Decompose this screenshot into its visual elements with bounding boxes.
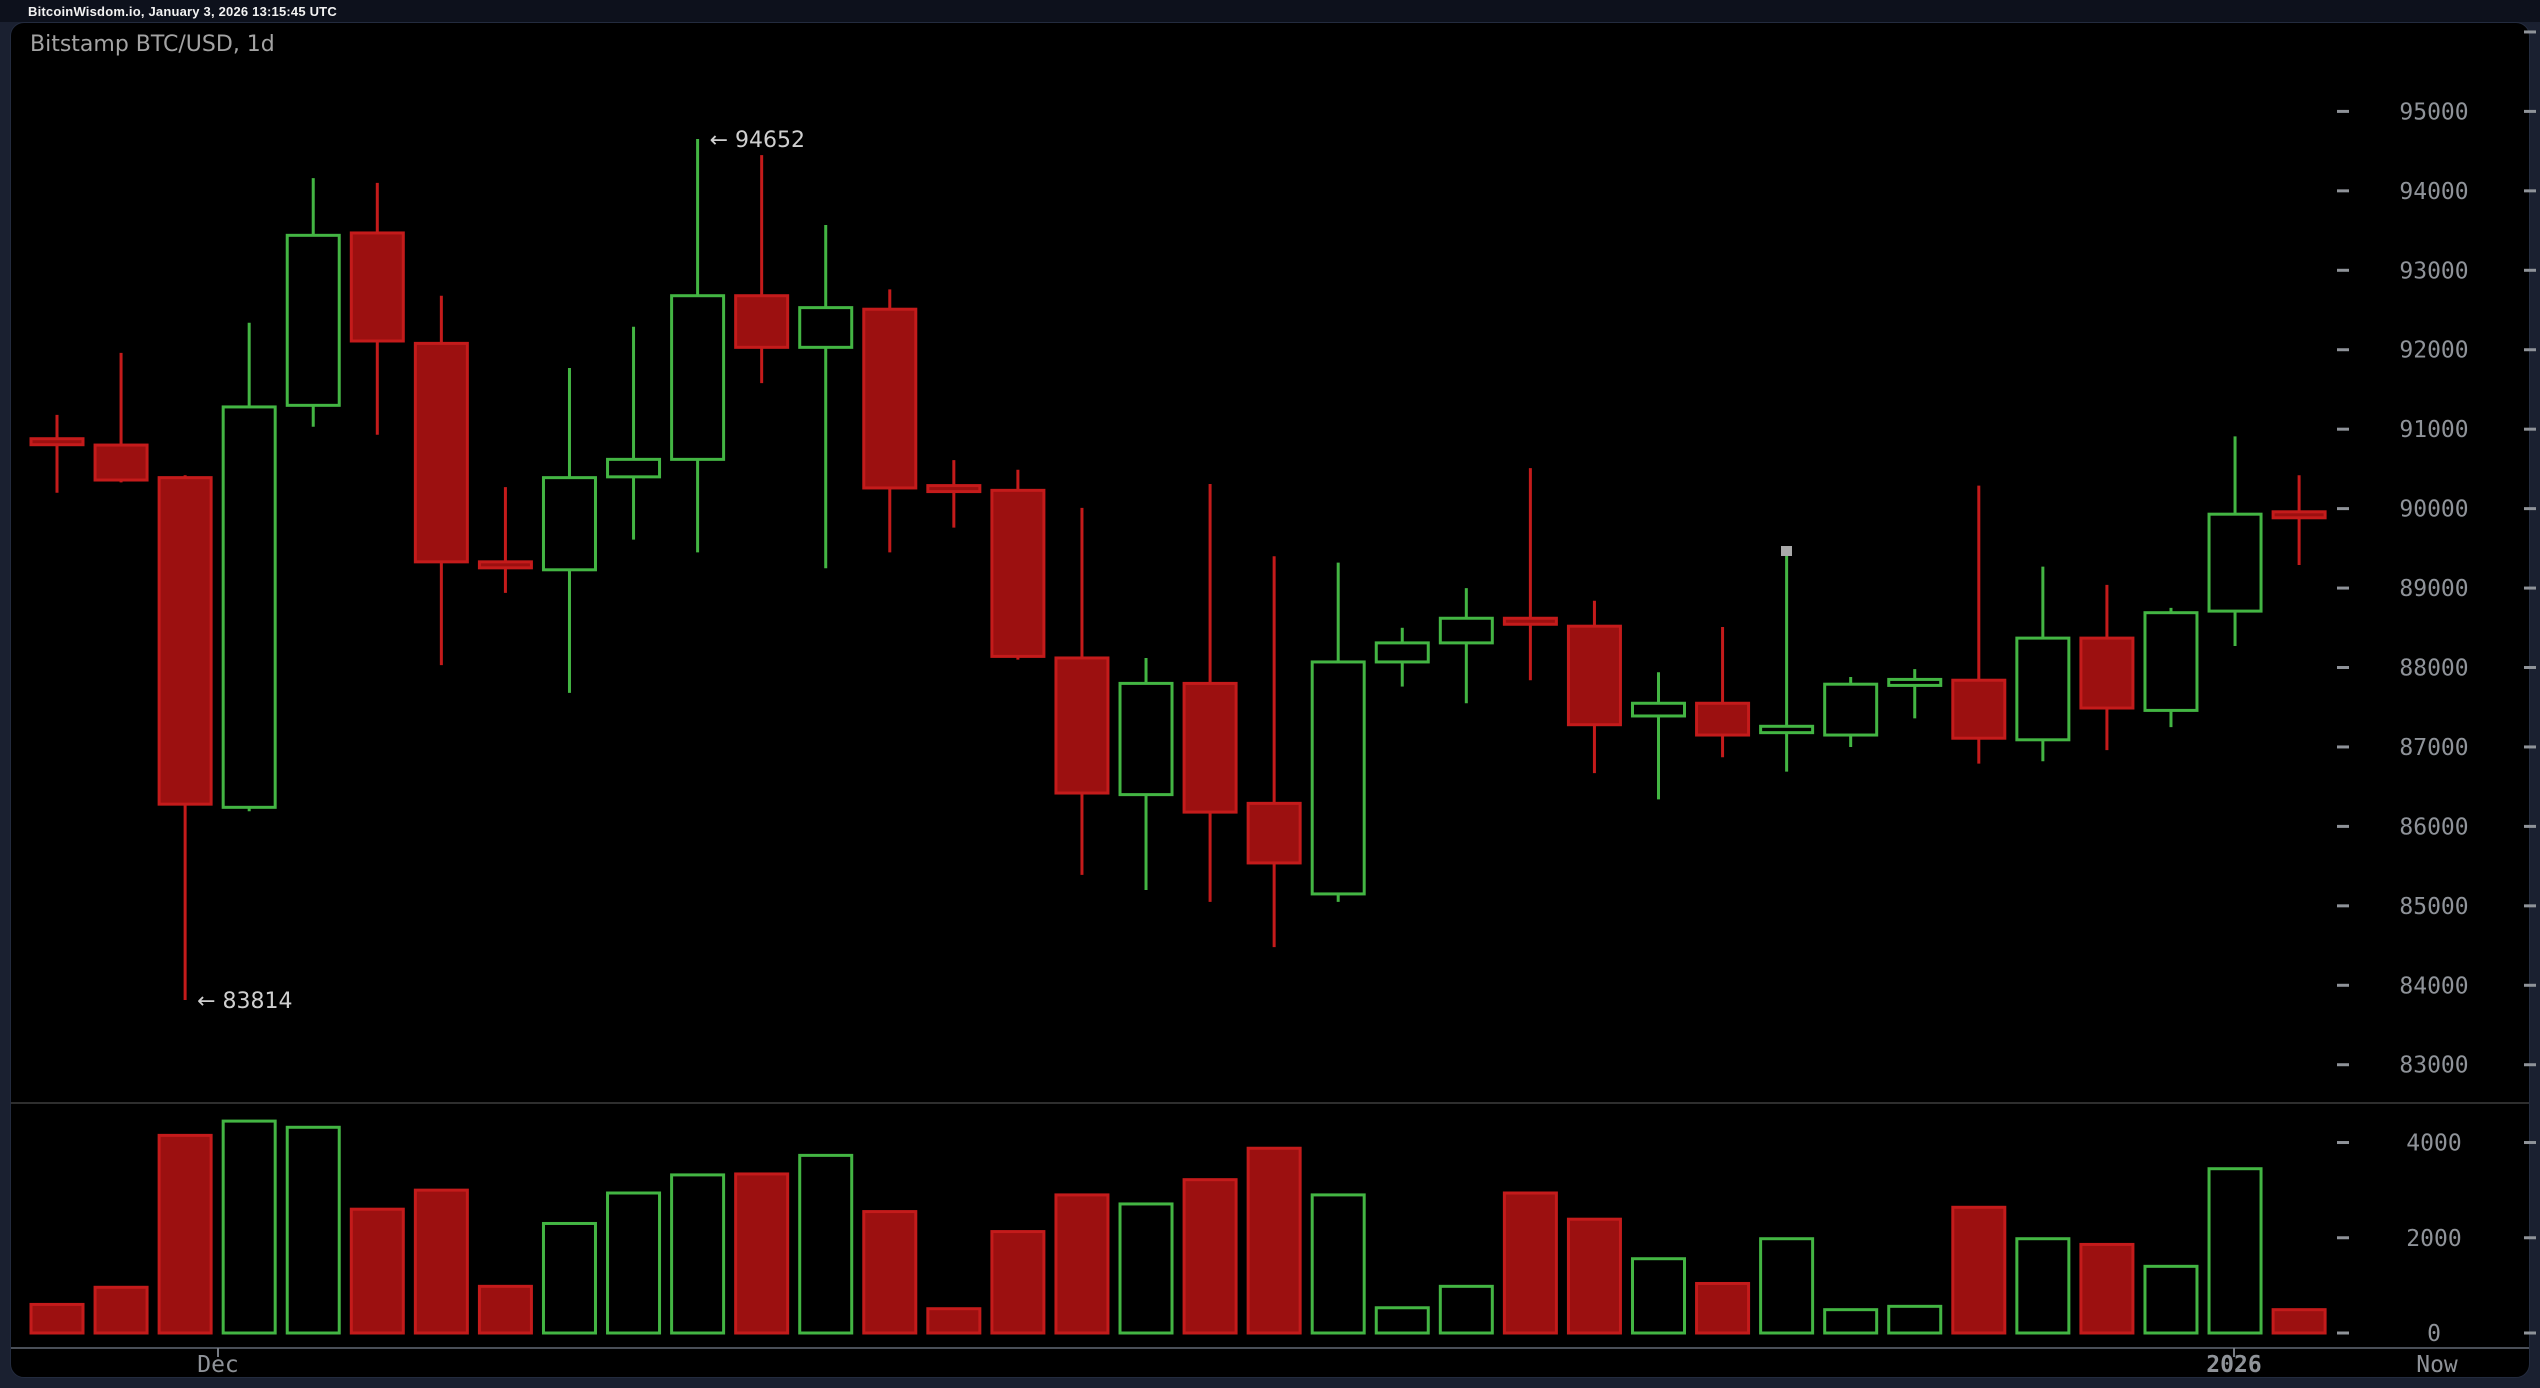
price-axis-label: 84000 (2399, 973, 2468, 999)
candle-body-up (1374, 641, 1430, 664)
candle-body-up (2015, 636, 2071, 742)
chart-title: Bitstamp BTC/USD, 1d (30, 32, 275, 57)
volume-bar-up (1118, 1202, 1174, 1335)
high-price-annotation: ← 94652 (710, 128, 805, 153)
candle-body-up (221, 405, 277, 809)
top-status-bar: BitcoinWisdom.io, January 3, 2026 13:15:… (0, 0, 2540, 22)
low-price-annotation: ← 83814 (197, 989, 292, 1014)
volume-bar-up (1438, 1284, 1494, 1335)
candle-body-down (157, 476, 213, 806)
candle-body-down (477, 560, 533, 570)
time-axis-label: 2026 (2206, 1352, 2261, 1378)
volume-bar-up (1310, 1193, 1366, 1335)
volume-bar-down (1951, 1205, 2007, 1335)
candle-body-down (1054, 656, 1110, 795)
candle-body-down (1951, 678, 2007, 740)
volume-bar-up (1374, 1306, 1430, 1335)
volume-bar-down (926, 1307, 982, 1335)
price-axis-label: 92000 (2399, 338, 2468, 364)
candle-body-down (734, 294, 790, 349)
candle-body-up (1823, 682, 1879, 737)
candle-body-down (1246, 801, 1302, 865)
candle-body-down (862, 307, 918, 490)
volume-bar-down (157, 1133, 213, 1335)
candle-body-up (1759, 724, 1815, 735)
volume-bar-up (1631, 1257, 1686, 1335)
volume-bar-down (2271, 1308, 2327, 1335)
volume-bar-up (670, 1173, 726, 1335)
volume-bar-up (606, 1191, 662, 1335)
candle-body-down (926, 484, 982, 494)
volume-bar-up (2207, 1167, 2263, 1335)
candle-body-down (1566, 624, 1622, 727)
volume-bar-down (1246, 1146, 1302, 1335)
price-axis-label: 94000 (2399, 179, 2468, 205)
volume-bar-up (221, 1119, 277, 1335)
price-axis-label: 86000 (2399, 814, 2468, 840)
candle-body-down (29, 437, 85, 447)
volume-bar-down (477, 1284, 533, 1335)
candle-body-up (606, 457, 662, 479)
candle-body-up (1887, 677, 1943, 687)
price-axis-label: 87000 (2399, 735, 2468, 761)
candle-body-down (990, 488, 1046, 658)
volume-bar-down (29, 1302, 85, 1335)
volume-bar-down (2079, 1242, 2135, 1335)
volume-bar-up (2143, 1264, 2199, 1335)
candle-body-down (413, 341, 469, 564)
candle-body-down (2271, 510, 2327, 520)
volume-bar-down (93, 1285, 149, 1335)
price-axis-label: 85000 (2399, 894, 2468, 920)
price-axis-label: 91000 (2399, 417, 2468, 443)
volume-axis-label: 0 (2427, 1321, 2441, 1347)
volume-axis-label: 4000 (2406, 1131, 2461, 1157)
price-axis-label: 88000 (2399, 656, 2468, 682)
volume-bar-down (990, 1230, 1046, 1335)
volume-bar-down (862, 1210, 918, 1335)
volume-bar-down (1502, 1191, 1558, 1335)
volume-bar-down (413, 1188, 469, 1335)
volume-bar-down (1182, 1178, 1238, 1335)
volume-bar-down (734, 1172, 790, 1335)
volume-bar-up (1887, 1304, 1943, 1335)
time-axis-label: Dec (197, 1352, 239, 1378)
volume-bar-down (1566, 1217, 1622, 1335)
price-axis-label: 95000 (2399, 99, 2468, 125)
candle-body-up (798, 306, 854, 349)
volume-axis-label: 2000 (2406, 1226, 2461, 1252)
volume-bar-up (1759, 1237, 1815, 1335)
candle-body-up (2207, 512, 2263, 613)
mouse-cursor (1781, 546, 1792, 556)
candle-body-up (285, 233, 341, 407)
status-text: BitcoinWisdom.io, January 3, 2026 13:15:… (28, 3, 337, 19)
candle-body-up (1118, 681, 1174, 797)
candle-body-up (1631, 701, 1686, 718)
volume-bar-up (541, 1221, 597, 1335)
candle-body-up (1438, 616, 1494, 645)
candle-body-down (349, 231, 405, 343)
price-axis-label: 83000 (2399, 1053, 2468, 1079)
candle-body-up (670, 294, 726, 461)
volume-bar-down (1695, 1281, 1751, 1335)
candle-body-down (93, 443, 149, 482)
price-axis-label: 90000 (2399, 497, 2468, 523)
candle-body-up (1310, 660, 1366, 896)
price-axis-label: 89000 (2399, 576, 2468, 602)
candle-body-up (2143, 611, 2199, 712)
candle-body-down (1695, 701, 1751, 737)
candle-body-down (1182, 681, 1238, 814)
volume-bar-up (2015, 1237, 2071, 1335)
volume-bar-up (285, 1125, 341, 1335)
volume-bar-down (349, 1207, 405, 1335)
candle-body-down (2079, 636, 2135, 710)
candle-body-down (1502, 616, 1558, 626)
volume-bar-up (798, 1153, 854, 1335)
time-axis-label: Now (2416, 1352, 2458, 1378)
price-axis-label: 93000 (2399, 258, 2468, 284)
volume-bar-down (1054, 1193, 1110, 1335)
volume-bar-up (1823, 1308, 1879, 1335)
candle-body-up (541, 476, 597, 572)
